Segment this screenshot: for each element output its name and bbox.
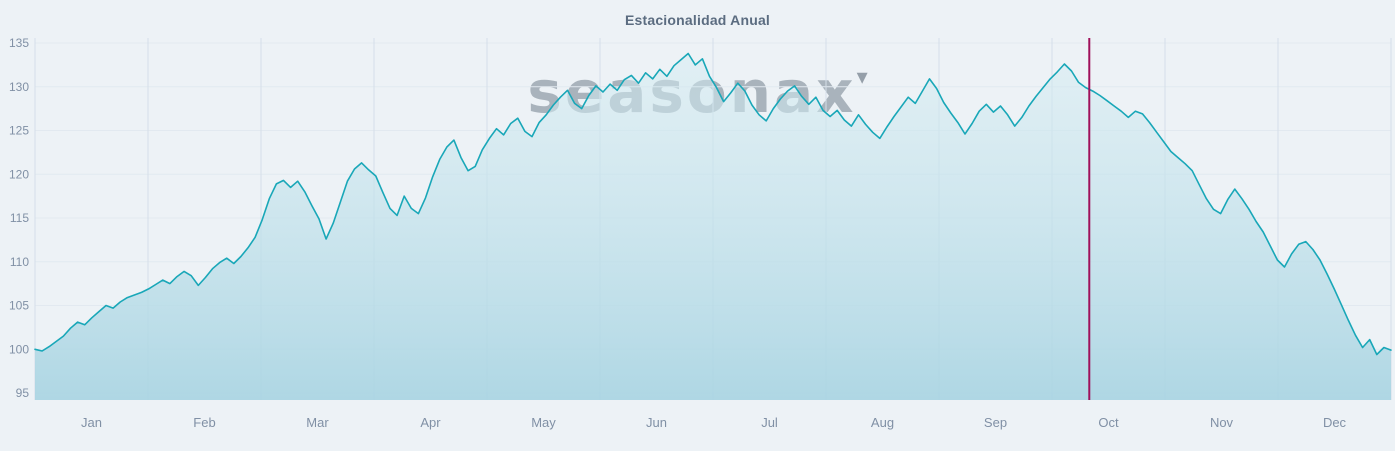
seasonax-triangle-icon: ▾ [856,65,868,90]
x-axis-month-label: Sep [984,415,1007,430]
y-axis-tick-label: 130 [9,80,29,94]
chart-title: Estacionalidad Anual [624,12,771,28]
y-axis-tick-label: 95 [16,386,30,400]
x-axis-month-label: Aug [871,415,894,430]
x-axis-month-label: Feb [193,415,215,430]
x-axis-month-label: Apr [420,415,441,430]
y-axis-tick-label: 100 [9,342,29,356]
x-axis-month-label: May [531,415,556,430]
y-axis-tick-label: 110 [10,255,29,269]
x-axis-month-label: Dec [1323,415,1347,430]
seasonality-line [34,52,1392,356]
x-axis-month-label: Jun [646,415,667,430]
y-axis-tick-label: 120 [9,167,29,181]
y-axis-tick-label: 125 [9,124,29,138]
x-axis-month-label: Oct [1098,415,1119,430]
seasonality-area-fill [35,53,1391,400]
x-axis-month-label: Mar [306,415,329,430]
y-axis-tick-label: 115 [10,211,29,225]
x-axis-month-label: Nov [1210,415,1234,430]
x-axis-month-label: Jan [81,415,102,430]
x-axis-month-label: Jul [761,415,778,430]
y-axis-tick-label: 135 [9,36,29,50]
y-axis-tick-label: 105 [9,299,29,313]
